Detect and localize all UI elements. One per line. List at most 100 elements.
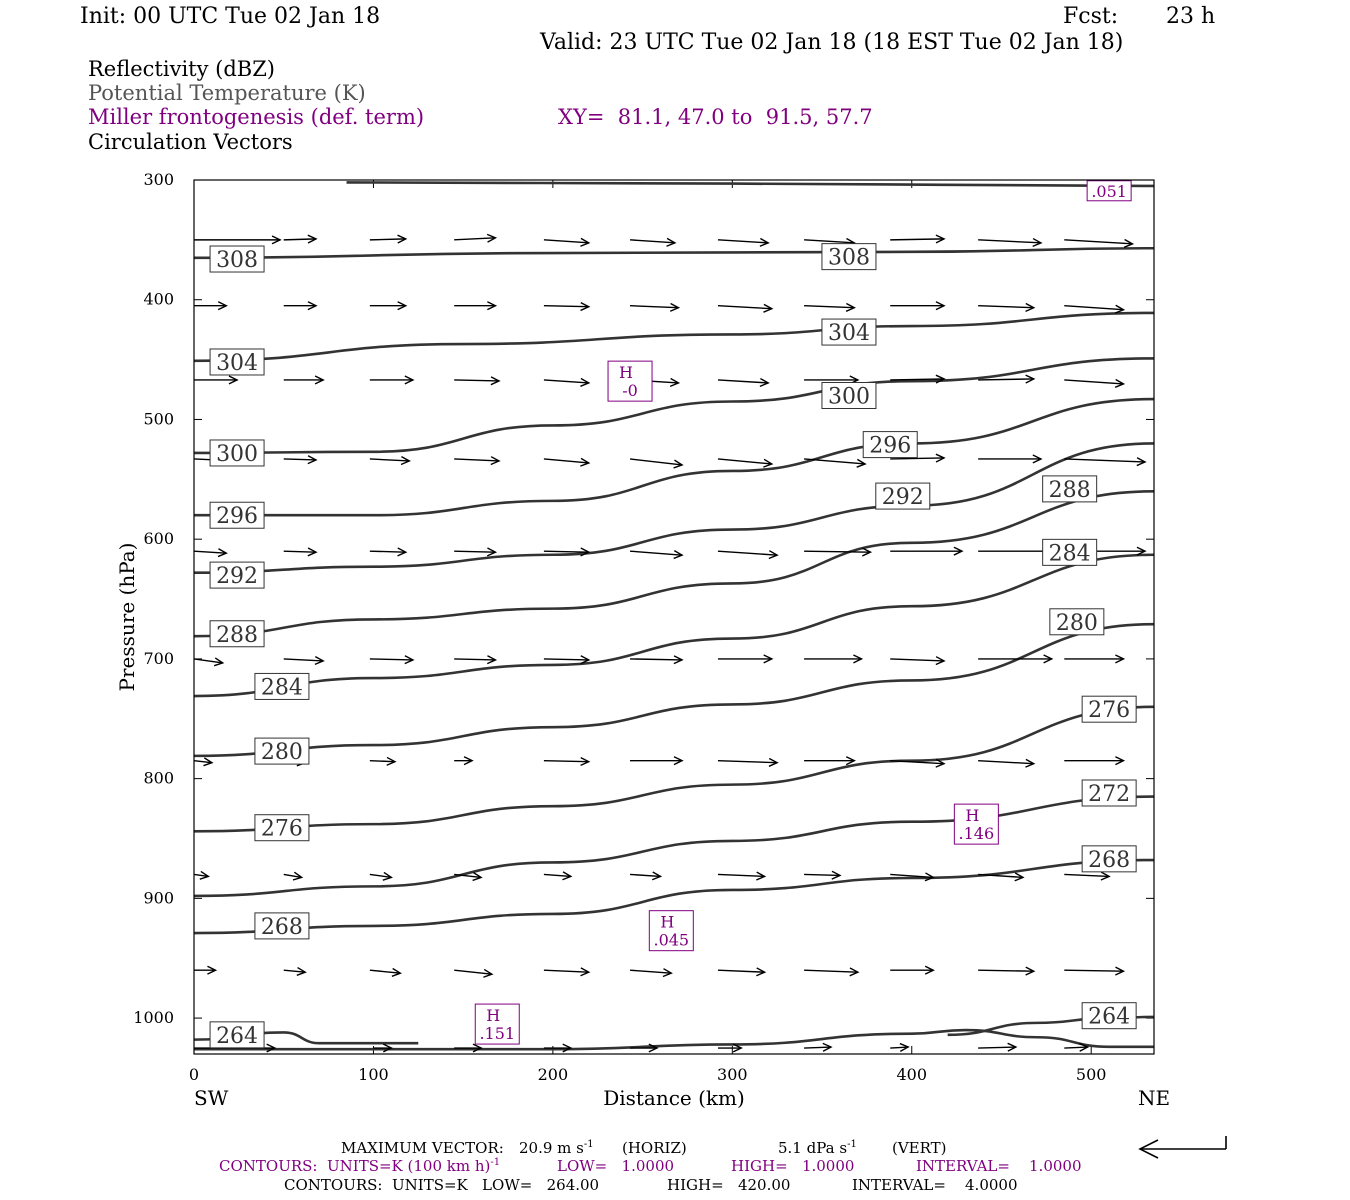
theta-label: 296 bbox=[869, 434, 911, 459]
forecast-hour: 23 h bbox=[1166, 4, 1216, 29]
legend-vectors: Circulation Vectors bbox=[88, 130, 293, 154]
theta-label-box bbox=[821, 382, 877, 410]
vector-arrowhead bbox=[486, 233, 498, 243]
circulation-vector bbox=[283, 458, 317, 461]
circulation-vector bbox=[804, 1046, 832, 1049]
theta-contour-line bbox=[194, 442, 1154, 575]
theta-contour-line bbox=[194, 1028, 1154, 1051]
vector-arrowhead bbox=[759, 377, 770, 388]
vector-arrowhead bbox=[580, 377, 591, 387]
vector-arrowhead bbox=[899, 1042, 910, 1052]
circulation-vector bbox=[890, 457, 945, 460]
theta-contour-line bbox=[194, 489, 1154, 638]
legend-theta: Potential Temperature (K) bbox=[88, 81, 366, 105]
theta-label-box bbox=[254, 737, 310, 765]
y-tick-label: 800 bbox=[143, 769, 174, 788]
vector-arrowhead bbox=[292, 871, 304, 881]
theta-contour-line bbox=[194, 357, 1154, 455]
vector-arrowhead bbox=[763, 303, 774, 313]
theta-label-box bbox=[1081, 1002, 1137, 1030]
circulation-vector bbox=[543, 873, 571, 878]
vector-arrowhead bbox=[397, 234, 408, 244]
circulation-vector bbox=[1064, 873, 1110, 878]
high-symbol: H bbox=[486, 1006, 500, 1025]
vector-arrowhead bbox=[228, 375, 239, 385]
vector-arrowhead bbox=[386, 756, 397, 766]
circulation-vector bbox=[804, 873, 841, 877]
theta-contour-line bbox=[194, 622, 1154, 758]
theta-label: 300 bbox=[216, 442, 258, 467]
vector-arrowhead bbox=[490, 456, 501, 466]
circulation-vector bbox=[283, 238, 317, 241]
legend-reflectivity: Reflectivity (dBZ) bbox=[88, 57, 276, 81]
high-value: -0 bbox=[622, 381, 638, 400]
vector-arrowhead bbox=[935, 301, 946, 311]
theta-label: 304 bbox=[828, 321, 870, 346]
circulation-vector bbox=[1064, 1046, 1088, 1049]
circulation-vector bbox=[369, 238, 406, 241]
high-box bbox=[953, 803, 999, 845]
circulation-vector bbox=[717, 379, 769, 384]
vector-arrowhead bbox=[856, 458, 867, 468]
plot-axes: 0 100 200 300 400 500 300 400 500 600 700 800 900 100… bbox=[115, 170, 1170, 1110]
theta-label: 284 bbox=[261, 675, 303, 700]
circulation-vector bbox=[890, 378, 945, 381]
high-box bbox=[648, 910, 694, 952]
vector-arrowhead bbox=[213, 657, 225, 667]
vector-arrowhead bbox=[580, 967, 591, 977]
theta-contour-line bbox=[194, 795, 1154, 898]
vector-arrowhead bbox=[853, 654, 864, 664]
circulation-vector bbox=[369, 550, 406, 553]
vector-arrowhead bbox=[1025, 302, 1036, 312]
vector-arrowhead bbox=[397, 301, 408, 311]
x-tick-label: 300 bbox=[717, 1065, 748, 1084]
vector-arrowhead bbox=[924, 872, 935, 882]
black-contour-units: CONTOURS: UNITS=K LOW= 264.00 bbox=[284, 1176, 600, 1194]
high-box bbox=[607, 360, 653, 402]
y-axis-label: Pressure (hPa) bbox=[115, 543, 139, 692]
vector-arrowhead bbox=[463, 756, 474, 766]
vector-arrowhead bbox=[763, 458, 774, 468]
theta-label: 308 bbox=[216, 248, 258, 273]
theta-label-box bbox=[862, 431, 918, 459]
y-tick-label: 600 bbox=[143, 529, 174, 548]
x-tick-label: 0 bbox=[189, 1065, 199, 1084]
x-tick-label: 400 bbox=[896, 1065, 927, 1084]
circulation-vector bbox=[194, 759, 213, 764]
vector-arrowhead bbox=[1100, 871, 1111, 881]
circulation-vector bbox=[630, 658, 683, 661]
circulation-vector bbox=[283, 969, 306, 973]
circulation-vector bbox=[543, 658, 589, 661]
vector-arrowhead bbox=[669, 302, 681, 312]
theta-label: 272 bbox=[1088, 782, 1130, 807]
vector-arrowhead bbox=[580, 301, 591, 312]
max-vector-vert: 5.1 dPa s-1 bbox=[778, 1139, 857, 1157]
vector-arrowhead bbox=[662, 968, 673, 978]
max-vector-horiz: 20.9 m s-1 bbox=[519, 1139, 594, 1157]
circulation-vectors bbox=[194, 233, 1147, 1053]
purple-contour-high: HIGH= 1.0000 bbox=[731, 1157, 855, 1175]
high-box bbox=[1086, 180, 1132, 202]
circulation-vector bbox=[804, 969, 858, 973]
vector-arrowhead bbox=[845, 302, 856, 312]
circulation-vector bbox=[543, 759, 589, 763]
circulation-vector bbox=[194, 658, 223, 664]
vector-arrowhead bbox=[199, 870, 210, 880]
y-tick-label: 1000 bbox=[133, 1008, 174, 1027]
vector-arrowhead bbox=[307, 301, 318, 311]
theta-label: 292 bbox=[216, 564, 258, 589]
vector-arrowhead bbox=[382, 1043, 393, 1053]
vector-arrowhead bbox=[673, 756, 684, 766]
vector-arrowhead bbox=[935, 453, 946, 463]
legend-frontogenesis: Miller frontogenesis (def. term) bbox=[88, 105, 425, 129]
circulation-vector bbox=[369, 969, 401, 974]
circulation-vector bbox=[1064, 239, 1133, 245]
vector-arrowhead bbox=[486, 655, 498, 665]
circulation-vector bbox=[369, 658, 413, 661]
theta-contour-line bbox=[346, 181, 1154, 188]
circulation-vector bbox=[283, 550, 317, 553]
circulation-vector bbox=[283, 658, 324, 662]
vector-arrowhead bbox=[768, 757, 779, 767]
high-value: .045 bbox=[653, 931, 689, 950]
purple-contour-units: CONTOURS: UNITS=K (100 km h)-1 bbox=[219, 1157, 501, 1175]
